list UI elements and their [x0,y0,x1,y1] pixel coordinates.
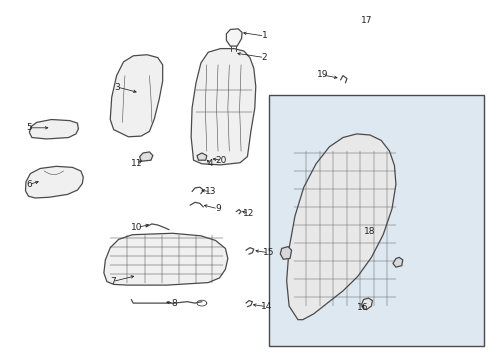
Text: 18: 18 [364,227,376,236]
Text: 8: 8 [171,299,177,307]
Text: 11: 11 [130,159,142,168]
Polygon shape [287,134,396,320]
Text: 9: 9 [215,204,221,213]
Text: 16: 16 [357,303,368,312]
Polygon shape [362,298,372,310]
Polygon shape [140,152,153,161]
Text: 20: 20 [216,156,227,165]
Text: 3: 3 [115,83,121,91]
Polygon shape [110,55,163,137]
Text: 19: 19 [317,71,328,79]
Polygon shape [104,233,228,285]
Polygon shape [25,166,83,198]
Bar [269,95,484,346]
Text: 12: 12 [243,209,255,217]
Polygon shape [280,247,292,259]
Text: 14: 14 [261,302,273,311]
Text: 17: 17 [361,16,372,25]
Polygon shape [226,29,242,46]
Text: 13: 13 [205,187,217,196]
Text: 7: 7 [110,277,116,286]
Polygon shape [29,120,78,139]
Text: 10: 10 [131,223,143,232]
Polygon shape [197,153,207,160]
Text: 4: 4 [208,159,214,168]
Polygon shape [191,49,256,165]
Polygon shape [393,257,403,267]
Text: 5: 5 [26,123,32,132]
Text: 15: 15 [263,248,274,257]
Text: 2: 2 [262,53,268,62]
Text: 1: 1 [262,31,268,40]
Text: 6: 6 [26,180,32,189]
